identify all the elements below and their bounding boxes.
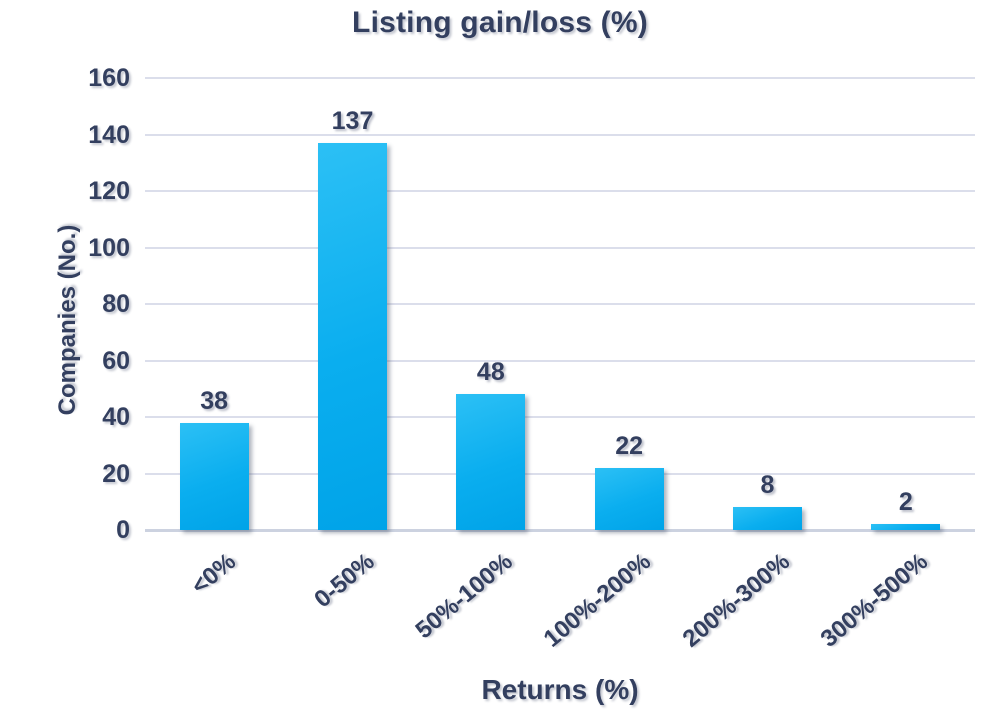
y-tick-label: 60 — [102, 346, 130, 375]
bar-value-label: 38 — [200, 386, 229, 415]
gridline — [145, 77, 975, 79]
y-tick-label: 40 — [102, 403, 130, 431]
bar-value-label: 137 — [331, 106, 374, 135]
x-category-label: 50%-100% — [410, 548, 519, 645]
bar — [733, 507, 802, 530]
bar — [594, 467, 664, 530]
bar-value-label: 48 — [476, 358, 505, 387]
gridline — [145, 246, 975, 249]
bar-value-label: 22 — [615, 431, 644, 460]
bar — [179, 422, 249, 530]
gridline — [145, 472, 975, 475]
plot-area: 38 137 48 22 8 2 — [145, 77, 975, 532]
x-category-label: 200%-300% — [677, 548, 795, 653]
bar — [871, 524, 941, 530]
gridline — [145, 303, 975, 305]
x-category-label: 100%-200% — [538, 548, 657, 653]
y-tick-label: 20 — [102, 459, 130, 488]
chart-title: Listing gain/loss (%) — [352, 6, 648, 39]
y-tick-label: 160 — [88, 64, 130, 92]
x-axis-line — [145, 529, 975, 532]
y-tick-label: 80 — [102, 290, 130, 318]
x-category-label: 300%-500% — [815, 548, 934, 653]
bar — [456, 394, 526, 530]
y-tick-label: 100 — [88, 233, 130, 262]
x-axis-title: Returns (%) — [481, 674, 639, 705]
y-tick-label: 140 — [88, 120, 130, 149]
x-category-label: 0-50% — [309, 548, 380, 614]
x-category-label: <0% — [186, 548, 242, 600]
y-tick-label: 120 — [88, 177, 130, 205]
bar-value-label: 8 — [760, 471, 775, 500]
gridline — [145, 359, 975, 362]
gridline — [145, 133, 975, 136]
gridline — [145, 190, 975, 192]
gridline — [145, 416, 975, 418]
bar — [318, 142, 387, 530]
bar-value-label: 2 — [898, 488, 913, 517]
y-tick-label: 0 — [116, 516, 130, 544]
